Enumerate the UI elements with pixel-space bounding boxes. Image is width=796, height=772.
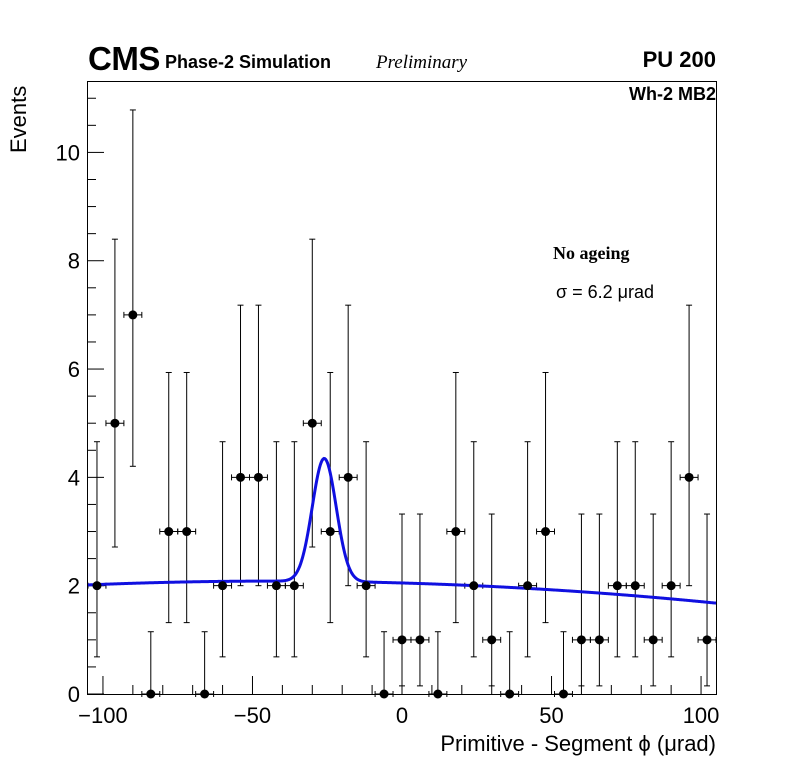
- data-point: [630, 581, 640, 591]
- ageing-label: No ageing: [553, 243, 630, 263]
- data-point: [379, 689, 389, 699]
- y-tick-label: 0: [68, 682, 80, 707]
- data-point: [666, 581, 676, 591]
- y-tick-label: 2: [68, 574, 80, 599]
- fit-curve: [87, 456, 717, 605]
- data-point: [451, 527, 461, 537]
- data-point: [576, 635, 586, 645]
- sigma-label: σ = 6.2 μrad: [556, 282, 655, 302]
- data-point: [146, 689, 156, 699]
- data-point: [397, 635, 407, 645]
- data-point: [684, 472, 694, 482]
- x-tick-label: −100: [78, 703, 128, 728]
- data-point: [505, 689, 515, 699]
- plot-frame: [87, 81, 717, 695]
- data-point: [325, 527, 335, 537]
- axes: 0 2 4 6 8 10 −100 −50 0 50 100: [56, 97, 720, 728]
- preliminary-label: Preliminary: [376, 52, 468, 73]
- data-point: [558, 689, 568, 699]
- data-point: [487, 635, 497, 645]
- data-point: [289, 581, 299, 591]
- pileup-label: PU 200: [642, 47, 716, 72]
- data-point: [182, 527, 192, 537]
- data-point: [648, 635, 658, 645]
- y-axis-label: Events: [6, 85, 31, 153]
- data-point: [218, 581, 228, 591]
- data-point: [523, 581, 533, 591]
- data-point: [253, 472, 263, 482]
- y-tick-label: 4: [68, 465, 80, 490]
- y-tick-label: 6: [68, 357, 80, 382]
- x-tick-label: 100: [683, 703, 720, 728]
- data-point: [361, 581, 371, 591]
- x-tick-label: 0: [396, 703, 408, 728]
- data-point: [594, 635, 604, 645]
- data-point: [110, 418, 120, 428]
- data-point: [702, 635, 712, 645]
- data-point: [612, 581, 622, 591]
- data-point: [469, 581, 479, 591]
- data-point: [433, 689, 443, 699]
- simulation-label: Phase-2 Simulation: [165, 52, 332, 72]
- data-points: [92, 310, 712, 699]
- chamber-label: Wh-2 MB2: [629, 84, 716, 104]
- data-point: [200, 689, 210, 699]
- data-point: [236, 472, 246, 482]
- data-point: [343, 472, 353, 482]
- data-point: [164, 527, 174, 537]
- x-axis-label: Primitive - Segment ϕ (μrad): [440, 731, 716, 756]
- cms-logo-text: CMS: [88, 40, 160, 77]
- data-point: [541, 527, 551, 537]
- data-point: [271, 581, 281, 591]
- data-point: [415, 635, 425, 645]
- y-tick-label: 8: [68, 249, 80, 274]
- data-point: [128, 310, 138, 320]
- data-point: [307, 418, 317, 428]
- x-tick-label: 50: [539, 703, 563, 728]
- y-tick-label: 10: [56, 140, 80, 165]
- x-tick-label: −50: [234, 703, 271, 728]
- error-bars: [87, 109, 717, 697]
- data-point: [92, 581, 102, 591]
